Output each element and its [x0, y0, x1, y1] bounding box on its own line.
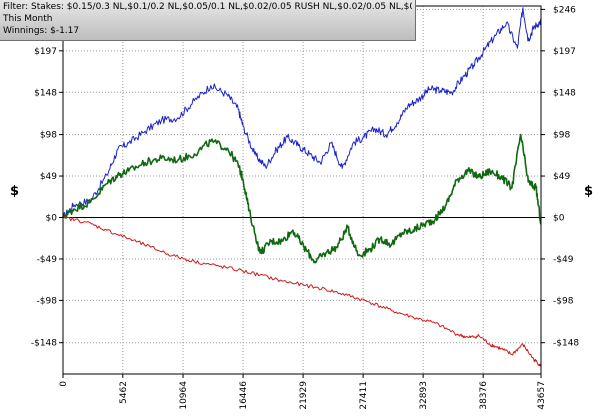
series-line-2	[62, 133, 542, 264]
plot-border	[62, 5, 542, 375]
filter-text: Filter: Stakes: $0.15/0.3 NL,$0.1/0.2 NL…	[3, 2, 412, 12]
x-tick-label: 0	[59, 381, 69, 387]
winnings-text: Winnings: $-1.17	[3, 26, 80, 36]
y-tick-label-right: $197	[553, 47, 576, 57]
x-tick-label: 32893	[419, 381, 429, 410]
plot-frame	[62, 5, 542, 375]
y-tick-label-left: $197	[34, 47, 57, 57]
x-tick-label: 16446	[239, 381, 249, 410]
x-tick-label: 21929	[299, 381, 309, 410]
y-axis-title-left: $	[10, 184, 19, 199]
x-axis: 0 5462 10964 16446 21929 27411 32893 38376 43657	[59, 374, 547, 410]
y-tick-label-left: -$148	[31, 339, 57, 349]
y-tick-label-right: $246	[553, 5, 576, 15]
y-tick-label-right: -$148	[553, 339, 579, 349]
x-tick-label: 38376	[479, 381, 489, 410]
grid	[62, 6, 542, 374]
series-layer	[62, 7, 542, 367]
series-line-1	[62, 7, 542, 219]
y-tick-label-right: -$49	[553, 255, 574, 265]
y-axis-title-right: $	[584, 184, 593, 199]
y-tick-label-left: -$49	[37, 255, 58, 265]
x-tick-label: 10964	[179, 381, 189, 410]
y-tick-label-right: $49	[553, 172, 570, 182]
filter-info-box: Filter: Stakes: $0.15/0.3 NL,$0.1/0.2 NL…	[0, 0, 416, 41]
y-tick-label-left: -$98	[37, 296, 58, 306]
series-line-3	[62, 215, 542, 367]
y-tick-label-left: $49	[40, 172, 57, 182]
y-tick-label-left: $98	[40, 131, 57, 141]
y-tick-label-right: $98	[553, 131, 570, 141]
y-axis-right: $246 $197 $148 $98 $49 $0 -$49 -$98 -$148	[541, 5, 579, 349]
y-tick-label-right: $0	[553, 213, 565, 223]
y-axis-left: $246$197$148$98$49$0-$49-$98-$148	[31, 5, 63, 349]
x-tick-label: 5462	[119, 381, 129, 404]
y-tick-label-left: $0	[46, 213, 58, 223]
y-tick-label-right: -$98	[553, 296, 574, 306]
x-tick-label: 43657	[537, 381, 547, 410]
period-text: This Month	[3, 14, 53, 24]
x-tick-label: 27411	[359, 381, 369, 410]
y-tick-label-right: $148	[553, 88, 576, 98]
y-tick-label-left: $148	[34, 88, 57, 98]
